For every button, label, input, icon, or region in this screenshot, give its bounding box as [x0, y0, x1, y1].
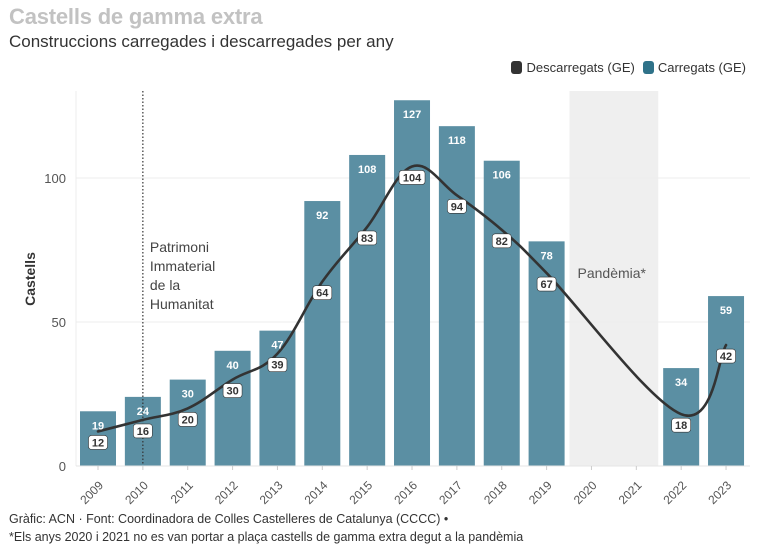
bar-label-2013: 47	[271, 340, 283, 352]
line-label-2010: 16	[137, 426, 149, 438]
line-label-2013: 39	[271, 360, 283, 372]
x-tick-label-2014: 2014	[302, 478, 331, 507]
legend-swatch-descarregats	[511, 61, 523, 74]
y-tick-label-0: 0	[59, 459, 66, 474]
line-label-2012: 30	[226, 386, 238, 398]
line-label-2022: 18	[675, 420, 687, 432]
bar-2015	[349, 154, 386, 466]
y-axis-title: Castells	[22, 252, 38, 306]
line-label-bg-2014	[312, 285, 333, 300]
x-tick-label-2009: 2009	[77, 478, 106, 507]
line-label-bg-2010	[133, 423, 153, 439]
pandemic-band	[569, 91, 659, 466]
line-label-bg-2019	[536, 276, 557, 292]
line-label-bg-2017	[447, 198, 467, 214]
footer-source: Gràfic: ACN · Font: Coordinadora de Coll…	[9, 512, 449, 526]
bar-label-2017: 118	[448, 135, 466, 147]
bar-label-2022: 34	[675, 377, 688, 389]
bar-2014	[304, 201, 341, 467]
bar-label-2023: 59	[720, 305, 732, 317]
line-label-2014: 64	[316, 288, 329, 300]
line-label-2023: 42	[720, 351, 732, 363]
pandemic-label: Pandèmia*	[578, 265, 647, 281]
x-tick-label-2023: 2023	[705, 478, 734, 507]
bar-label-2014: 92	[316, 210, 328, 222]
bar-2023	[708, 296, 745, 466]
heritage-label-line-2: de la	[150, 277, 181, 293]
bar-label-2012: 40	[226, 360, 238, 372]
bar-2019	[528, 241, 565, 466]
x-tick-label-2018: 2018	[481, 478, 510, 507]
line-label-bg-2015	[357, 230, 377, 246]
x-tick-label-2012: 2012	[212, 478, 241, 507]
x-tick-label-2021: 2021	[616, 478, 645, 507]
line-label-bg-2018	[491, 233, 512, 249]
chart-title: Castells de gamma extra	[9, 4, 263, 29]
y-tick-label-50: 50	[52, 315, 66, 330]
x-tick-label-2016: 2016	[391, 478, 420, 507]
legend-item-carregats[interactable]: Carregats (GE)	[642, 60, 746, 75]
bar-label-2011: 30	[182, 389, 194, 401]
bar-2016	[394, 100, 431, 467]
bar-label-2019: 78	[540, 250, 552, 262]
bar-label-2009: 19	[92, 420, 104, 432]
line-label-bg-2016	[398, 170, 426, 185]
bar-2012	[214, 350, 251, 466]
x-tick-label-2010: 2010	[122, 478, 151, 507]
line-label-bg-2009	[88, 435, 108, 450]
line-label-bg-2023	[716, 348, 736, 364]
x-tick-label-2011: 2011	[168, 478, 196, 506]
x-tick-label-2019: 2019	[526, 478, 555, 507]
bar-2018	[483, 160, 520, 466]
legend-item-descarregats[interactable]: Descarregats (GE)	[511, 60, 635, 75]
bar-label-2010: 24	[137, 406, 150, 418]
line-label-bg-2013	[267, 357, 288, 372]
legend-label-carregats: Carregats (GE)	[657, 60, 746, 75]
x-tick-label-2013: 2013	[257, 478, 286, 507]
y-tick-label-100: 100	[44, 171, 66, 186]
line-label-2015: 83	[361, 233, 373, 245]
legend-label-descarregats: Descarregats (GE)	[526, 60, 635, 75]
line-label-2017: 94	[451, 201, 464, 213]
legend: Descarregats (GE) Carregats (GE)	[511, 60, 746, 75]
x-tick-label-2020: 2020	[571, 478, 600, 507]
x-tick-label-2017: 2017	[436, 478, 465, 507]
bar-label-2015: 108	[358, 164, 376, 176]
footer-note: *Els anys 2020 i 2021 no es van portar a…	[9, 530, 524, 544]
heritage-label-line-3: Humanitat	[150, 296, 214, 312]
descarregats-line	[96, 164, 728, 433]
line-label-2018: 82	[496, 236, 508, 248]
bar-2022	[663, 368, 700, 466]
line-label-2019: 67	[540, 279, 552, 291]
line-label-2016: 104	[403, 172, 422, 184]
heritage-label-line-1: Immaterial	[150, 258, 215, 274]
bar-label-2016: 127	[403, 109, 421, 121]
line-label-bg-2022	[671, 417, 691, 433]
bar-2017	[438, 126, 475, 466]
line-label-2009: 12	[92, 437, 104, 449]
x-tick-label-2022: 2022	[661, 478, 690, 507]
line-label-bg-2012	[222, 383, 243, 398]
x-tick-label-2015: 2015	[346, 478, 375, 507]
chart-subtitle: Construccions carregades i descarregades…	[9, 32, 394, 51]
line-label-bg-2011	[177, 412, 198, 427]
line-label-2011: 20	[182, 414, 194, 426]
legend-swatch-carregats	[642, 61, 654, 74]
bar-label-2018: 106	[493, 170, 511, 182]
heritage-label-line-0: Patrimoni	[150, 239, 209, 255]
